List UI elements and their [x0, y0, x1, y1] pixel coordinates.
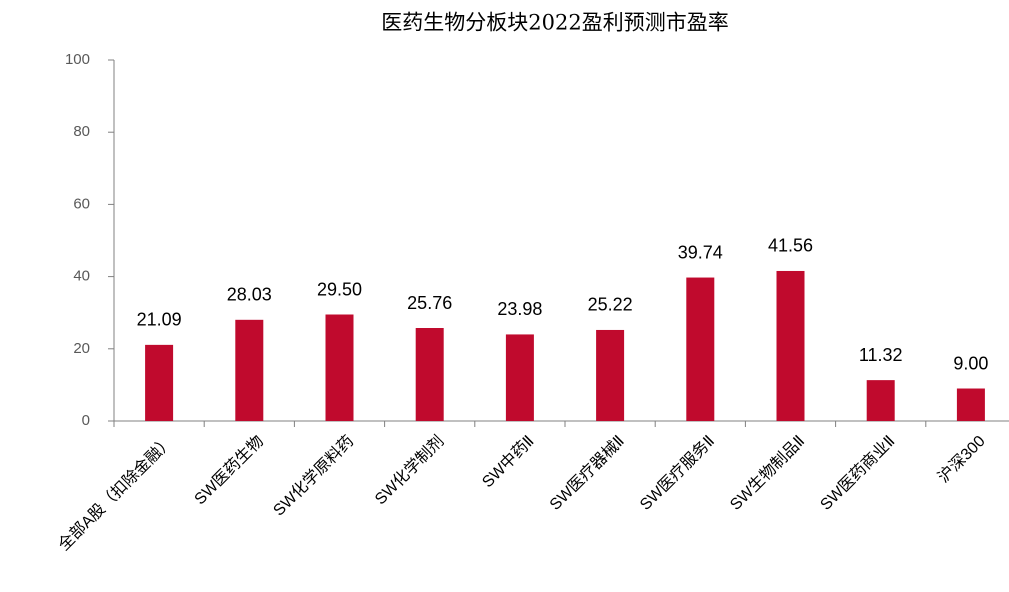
- bar: [145, 344, 174, 421]
- bar: [596, 329, 625, 421]
- x-tick-label: SW化学制剂: [371, 432, 447, 508]
- y-tick-label: 40: [73, 268, 90, 285]
- x-tick-label: SW生物制品Ⅱ: [727, 432, 809, 514]
- x-tick-label: 沪深300: [934, 432, 988, 486]
- bar: [415, 328, 444, 421]
- x-tick-label: SW中药Ⅱ: [479, 432, 538, 491]
- data-label: 41.56: [768, 236, 813, 256]
- data-label: 21.09: [137, 310, 182, 330]
- y-tick-label: 80: [73, 123, 90, 140]
- x-tick-label: SW医药商业Ⅱ: [817, 432, 899, 514]
- data-label: 9.00: [953, 353, 988, 373]
- y-tick-label: 60: [73, 195, 90, 212]
- data-label: 29.50: [317, 279, 362, 299]
- x-tick-label: 全部A股（扣除金融）: [55, 432, 177, 554]
- data-label: 25.22: [588, 295, 633, 315]
- y-tick-label: 0: [82, 412, 90, 429]
- data-label: 39.74: [678, 242, 723, 262]
- x-tick-label: SW医疗器械Ⅱ: [546, 432, 628, 514]
- chart-title: 医药生物分板块2022盈利预测市盈率: [381, 11, 728, 35]
- bar: [505, 334, 534, 421]
- x-tick-label: SW医疗服务Ⅱ: [636, 432, 718, 514]
- bar: [235, 319, 264, 421]
- bar: [866, 380, 895, 421]
- bar: [956, 388, 985, 421]
- x-tick-label: SW医药生物: [191, 432, 267, 508]
- bar: [776, 270, 805, 421]
- data-label: 28.03: [227, 285, 272, 305]
- bar: [325, 314, 354, 421]
- data-label: 25.76: [407, 293, 452, 313]
- x-tick-label: SW化学原料药: [270, 432, 358, 520]
- bar: [686, 277, 715, 421]
- data-label: 23.98: [497, 299, 542, 319]
- y-tick-label: 100: [65, 51, 90, 68]
- y-tick-label: 20: [73, 340, 90, 357]
- data-label: 11.32: [859, 345, 903, 365]
